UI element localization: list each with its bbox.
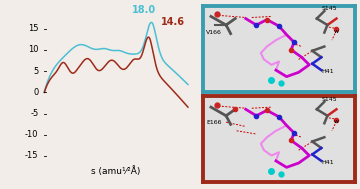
Text: -5: -5 <box>30 109 39 118</box>
Text: 0: 0 <box>33 88 39 97</box>
Text: H41: H41 <box>321 160 334 165</box>
Text: V166: V166 <box>206 30 222 35</box>
Text: S145: S145 <box>321 6 337 11</box>
Text: 18.0: 18.0 <box>132 5 156 15</box>
Text: 10: 10 <box>28 46 39 54</box>
Text: 14.6: 14.6 <box>161 17 185 27</box>
X-axis label: s (amu¹⁄²Å): s (amu¹⁄²Å) <box>91 166 141 176</box>
Text: w: w <box>333 29 338 33</box>
Text: S145: S145 <box>321 97 337 102</box>
Text: E166: E166 <box>206 120 222 125</box>
Text: -15: -15 <box>25 151 39 160</box>
Text: -10: -10 <box>25 130 39 139</box>
Text: w: w <box>333 119 338 124</box>
Text: H41: H41 <box>321 69 334 74</box>
Text: 5: 5 <box>33 67 39 76</box>
Text: 15: 15 <box>28 24 39 33</box>
